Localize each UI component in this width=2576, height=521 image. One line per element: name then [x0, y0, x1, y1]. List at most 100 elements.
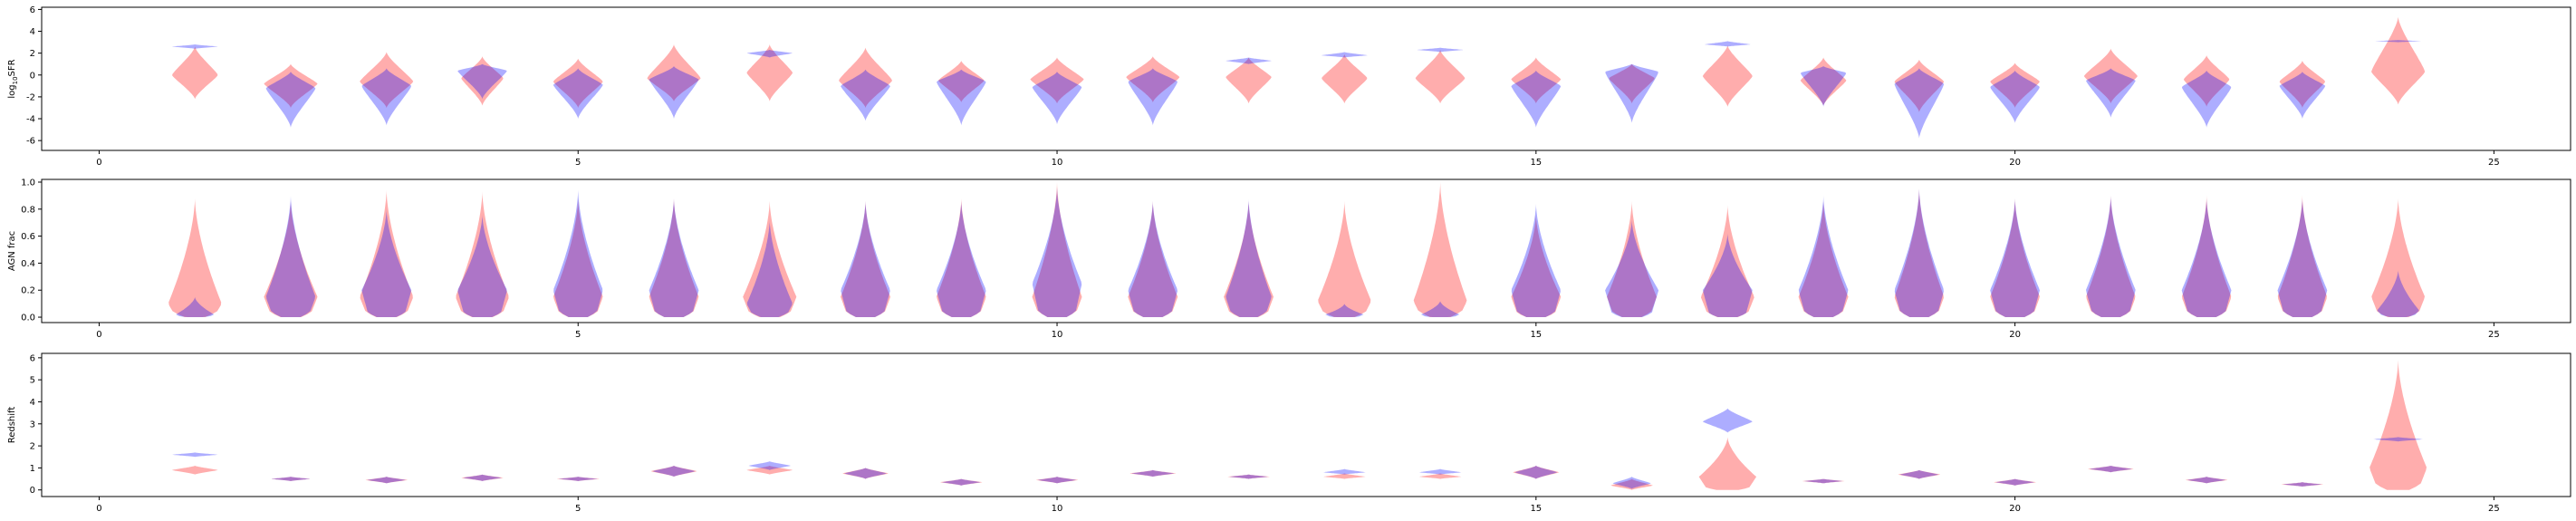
y-tick-label: 5 — [30, 376, 35, 386]
violin-blue-15 — [1511, 203, 1561, 317]
y-tick-label: 0 — [30, 486, 35, 496]
x-tick-label: 25 — [2488, 158, 2500, 168]
violin-blue-1 — [176, 296, 214, 317]
y-axis-label-main: Redshift — [7, 407, 17, 444]
violin-blue-13 — [1325, 304, 1364, 317]
axes-frame — [41, 352, 2571, 497]
violin-blue-18 — [1803, 478, 1843, 484]
violin-red-17 — [1701, 205, 1754, 317]
violin-red-14 — [1415, 50, 1466, 104]
violin-red-11 — [1126, 56, 1180, 102]
violin-red-1 — [168, 198, 222, 317]
violin-red-16 — [1610, 478, 1653, 490]
violin-red-13 — [1318, 200, 1371, 317]
violin-blue-20 — [1990, 71, 2040, 123]
violin-red-19 — [1898, 469, 1941, 479]
violin-red-21 — [2088, 466, 2134, 473]
y-tick-label: 6 — [30, 5, 35, 15]
violin-red-19 — [1894, 59, 1945, 112]
violin-blue-21 — [2086, 195, 2136, 317]
violin-red-16 — [1607, 200, 1657, 317]
violin-red-6 — [647, 44, 701, 101]
violin-red-3 — [360, 189, 413, 317]
y-tick-label: -2 — [26, 92, 35, 102]
violin-blue-12 — [1226, 57, 1272, 64]
violin-blue-10 — [1032, 72, 1082, 125]
x-tick-label: 10 — [1052, 158, 1063, 168]
violin-red-7 — [746, 44, 793, 101]
violin-red-10 — [1035, 477, 1079, 484]
violin-blue-5 — [559, 477, 598, 481]
y-tick-label: 4 — [30, 398, 35, 408]
violin-blue-10 — [1032, 187, 1082, 317]
violin-blue-22 — [2181, 198, 2232, 317]
y-axis-label-main: AGN frac — [7, 231, 17, 271]
y-axis-label: AGN frac — [7, 231, 17, 271]
violin-red-11 — [1128, 200, 1178, 317]
y-tick-label: 6 — [30, 353, 35, 363]
y-tick-label: 0.4 — [21, 259, 35, 269]
violin-blue-3 — [361, 208, 412, 317]
violin-red-17 — [1698, 437, 1757, 490]
violin-red-4 — [461, 56, 504, 106]
violin-red-6 — [650, 466, 697, 478]
violin-blue-9 — [937, 69, 986, 126]
x-tick-label: 10 — [1052, 504, 1063, 514]
violin-red-14 — [1413, 182, 1467, 317]
violin-blue-22 — [2181, 71, 2232, 128]
violin-blue-14 — [1417, 47, 1464, 53]
y-tick-label: 2 — [30, 49, 35, 59]
violin-red-10 — [1030, 57, 1084, 104]
violin-red-4 — [456, 191, 509, 317]
violin-blue-7 — [746, 219, 793, 317]
y-tick-label: 4 — [30, 27, 35, 37]
violin-blue-12 — [1226, 198, 1272, 317]
violin-red-1 — [171, 466, 218, 475]
violin-blue-6 — [652, 466, 696, 478]
violin-red-8 — [842, 468, 889, 479]
x-tick-label: 0 — [96, 504, 101, 514]
y-axis-label: log10SFR — [7, 59, 19, 98]
violin-red-12 — [1226, 57, 1272, 104]
violin-blue-13 — [1321, 52, 1368, 58]
violin-blue-16 — [1605, 63, 1658, 123]
y-axis-label-tail: SFR — [7, 59, 17, 76]
axes-frame — [41, 6, 2571, 151]
y-tick-label: 0.6 — [21, 232, 35, 242]
violin-red-20 — [1994, 478, 2036, 486]
x-tick-label: 0 — [96, 330, 101, 340]
x-tick-label: 0 — [96, 158, 101, 168]
violin-blue-1 — [171, 44, 218, 49]
violin-blue-14 — [1421, 301, 1459, 317]
violin-blue-22 — [2187, 477, 2226, 484]
violin-blue-23 — [2277, 198, 2328, 317]
violin-blue-1 — [171, 452, 218, 458]
violin-red-11 — [1129, 469, 1177, 478]
violin-blue-7 — [748, 461, 791, 470]
violin-blue-20 — [1990, 198, 2040, 317]
violin-red-13 — [1322, 53, 1368, 104]
violin-red-8 — [839, 47, 892, 108]
violin-blue-5 — [553, 68, 603, 119]
x-tick-label: 10 — [1052, 330, 1063, 340]
violin-red-7 — [743, 200, 797, 317]
x-tick-label: 25 — [2488, 504, 2500, 514]
violin-blue-17 — [1703, 408, 1753, 433]
x-tick-label: 20 — [2009, 504, 2021, 514]
violin-blue-23 — [2283, 482, 2321, 487]
violin-blue-4 — [457, 214, 507, 317]
violin-red-24 — [2371, 16, 2426, 105]
violin-blue-2 — [265, 195, 315, 317]
violin-red-24 — [2371, 198, 2425, 317]
violin-blue-17 — [1703, 233, 1753, 317]
violin-red-24 — [2369, 360, 2427, 490]
violin-red-22 — [2183, 55, 2230, 107]
violin-red-22 — [2185, 477, 2228, 484]
violin-blue-6 — [649, 66, 699, 119]
violin-red-15 — [1511, 214, 1562, 317]
x-tick-label: 20 — [2009, 330, 2021, 340]
violin-red-23 — [2279, 61, 2325, 108]
violin-red-9 — [940, 478, 983, 486]
violin-blue-15 — [1514, 466, 1558, 479]
